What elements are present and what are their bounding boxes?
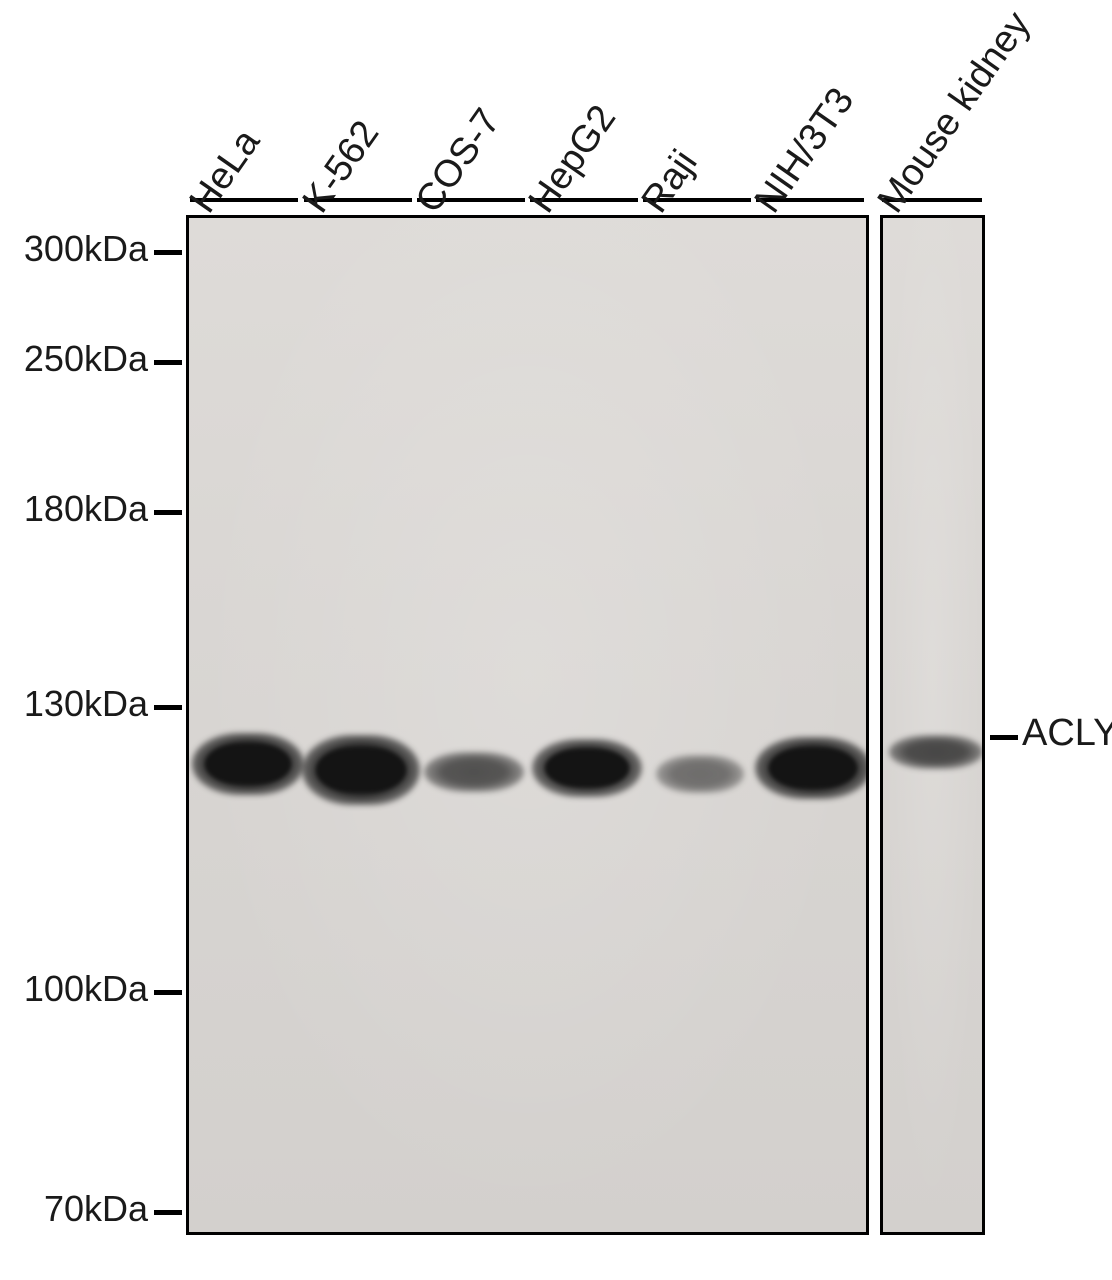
blot-panel-side <box>880 215 985 1235</box>
blot-band-core <box>769 748 857 788</box>
lane-label: HeLa <box>182 122 269 221</box>
lane-label: Mouse kidney <box>870 4 1040 221</box>
mw-marker-tick <box>154 510 182 515</box>
target-band-tick <box>990 735 1018 740</box>
mw-marker-tick <box>154 990 182 995</box>
blot-band-core <box>316 748 406 793</box>
mw-marker-label: 300kDa <box>0 228 148 270</box>
mw-marker-label: 130kDa <box>0 683 148 725</box>
mw-marker-label: 70kDa <box>0 1188 148 1230</box>
western-blot-figure: 300kDa 250kDa 180kDa 130kDa 100kDa 70kDa HeLa… <box>0 0 1112 1280</box>
blot-band <box>656 755 744 793</box>
mw-marker-tick <box>154 360 182 365</box>
lane-label: HepG2 <box>521 98 625 221</box>
blot-panel-main <box>186 215 869 1235</box>
target-band-label: ACLY <box>1022 712 1112 755</box>
lane-label: COS-7 <box>408 101 510 221</box>
blot-band <box>424 752 524 792</box>
mw-marker-tick <box>154 1210 182 1215</box>
mw-marker-label: 100kDa <box>0 968 148 1010</box>
blot-band-core <box>545 749 629 786</box>
mw-marker-tick <box>154 250 182 255</box>
blot-band-core <box>205 744 290 784</box>
mw-marker-label: 250kDa <box>0 338 148 380</box>
blot-band <box>889 735 983 769</box>
lane-label: K-562 <box>295 113 388 221</box>
mw-marker-label: 180kDa <box>0 488 148 530</box>
mw-marker-tick <box>154 705 182 710</box>
lane-label: Raji <box>634 143 707 221</box>
